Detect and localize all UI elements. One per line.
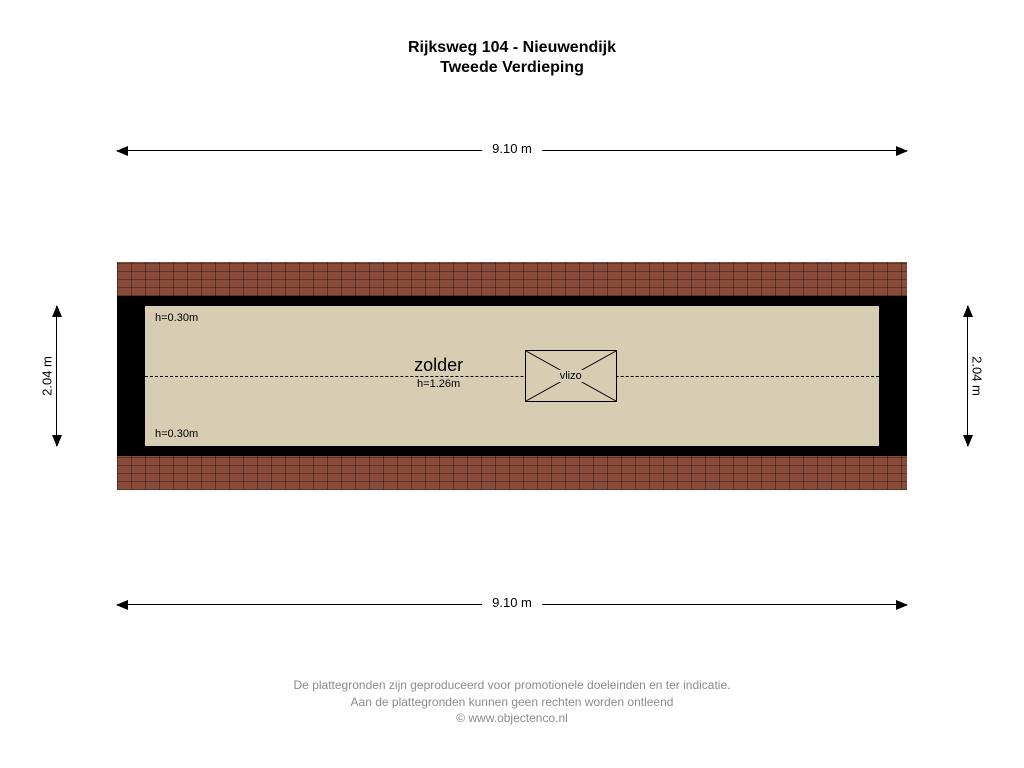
arrow-left-icon	[116, 146, 128, 156]
footer-disclaimer: De plattegronden zijn geproduceerd voor …	[0, 677, 1024, 726]
footer-line-1: De plattegronden zijn geproduceerd voor …	[0, 677, 1024, 693]
title-line-2: Tweede Verdieping	[0, 58, 1024, 78]
arrow-up-icon	[52, 305, 62, 317]
footer-line-2: Aan de plattegronden kunnen geen rechten…	[0, 694, 1024, 710]
height-label-center: h=1.26m	[417, 378, 460, 390]
room-zolder: h=0.30m h=0.30m zolder h=1.26m vlizo	[145, 306, 879, 446]
arrow-right-icon	[896, 600, 908, 610]
footer-line-3: © www.objectenco.nl	[0, 710, 1024, 726]
title-block: Rijksweg 104 - Nieuwendijk Tweede Verdie…	[0, 38, 1024, 78]
attic-hatch: vlizo	[525, 350, 617, 402]
arrow-right-icon	[896, 146, 908, 156]
hatch-label: vlizo	[558, 370, 584, 382]
dimension-right: 2.04 m	[967, 306, 968, 446]
dimension-left-label: 2.04 m	[40, 346, 55, 406]
dimension-left: 2.04 m	[56, 306, 57, 446]
dimension-top-label: 9.10 m	[482, 141, 542, 156]
height-label-top: h=0.30m	[155, 312, 198, 324]
room-name-label: zolder	[414, 355, 463, 376]
dimension-right-label: 2.04 m	[970, 346, 985, 406]
title-line-1: Rijksweg 104 - Nieuwendijk	[0, 38, 1024, 58]
floorplan: h=0.30m h=0.30m zolder h=1.26m vlizo	[117, 262, 907, 490]
arrow-down-icon	[52, 435, 62, 447]
arrow-left-icon	[116, 600, 128, 610]
arrow-down-icon	[963, 435, 973, 447]
dimension-bottom-label: 9.10 m	[482, 595, 542, 610]
arrow-up-icon	[963, 305, 973, 317]
roof-tiles-top	[117, 262, 907, 296]
dimension-bottom: 9.10 m	[117, 604, 907, 605]
ridge-line	[145, 376, 879, 377]
height-label-bottom: h=0.30m	[155, 428, 198, 440]
dimension-top: 9.10 m	[117, 150, 907, 151]
roof-tiles-bottom	[117, 456, 907, 490]
